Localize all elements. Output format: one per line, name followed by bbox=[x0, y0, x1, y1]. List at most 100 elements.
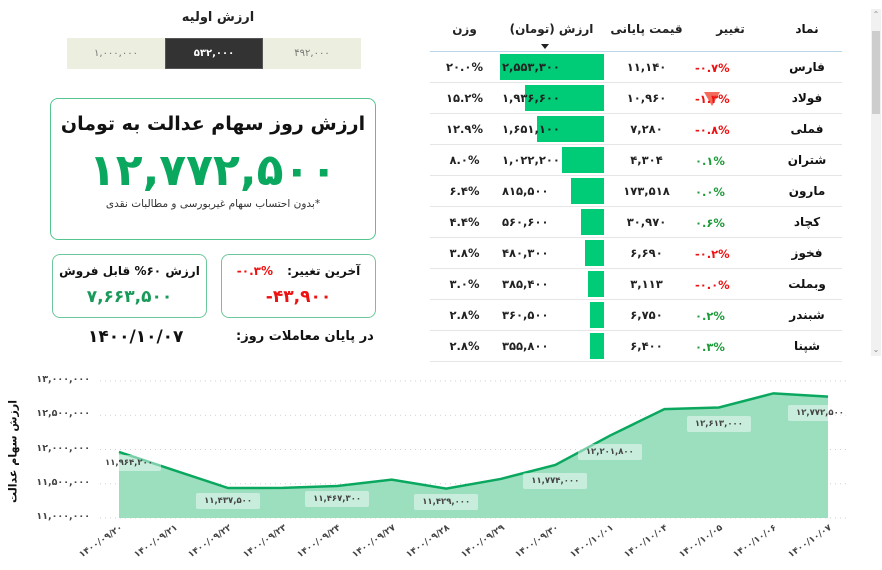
table-row[interactable]: فارس -۰.۷% ۱۱,۱۴۰ ۲,۵۵۳,۳۰۰ ۲۰.۰% bbox=[430, 51, 842, 83]
value-text: ۱,۶۵۱,۱۰۰ bbox=[502, 121, 560, 136]
scroll-up-arrow-icon[interactable]: ⌃ bbox=[872, 10, 880, 19]
cell-symbol: شبندر bbox=[772, 299, 842, 331]
table-row[interactable]: شتران ۰.۱% ۴,۳۰۴ ۱,۰۲۲,۲۰۰ ۸.۰% bbox=[430, 144, 842, 176]
last-change-percent: -۰.۳% bbox=[236, 264, 273, 278]
cell-close-price: ۴,۳۰۴ bbox=[604, 144, 689, 176]
scroll-down-arrow-icon[interactable]: ⌄ bbox=[872, 345, 880, 354]
column-header-weight[interactable]: وزن bbox=[430, 8, 499, 52]
data-point-label: ۱۱,۴۲۹,۰۰۰ bbox=[414, 493, 479, 510]
cell-weight: ۳.۸% bbox=[430, 237, 499, 269]
cell-weight: ۸.۰% bbox=[430, 144, 499, 176]
column-header-value[interactable]: ارزش (تومان) bbox=[499, 8, 604, 52]
initial-value-option-532000[interactable]: ۵۳۲,۰۰۰ bbox=[165, 38, 263, 69]
value-text: ۲,۵۵۳,۳۰۰ bbox=[502, 59, 560, 74]
cell-weight: ۱۵.۲% bbox=[430, 82, 499, 114]
y-tick-label: ۱۳,۰۰۰,۰۰۰ bbox=[36, 374, 90, 385]
change-percent: ۰.۳% bbox=[695, 339, 725, 354]
cell-symbol: شتران bbox=[772, 144, 842, 176]
y-tick-label: ۱۱,۰۰۰,۰۰۰ bbox=[36, 511, 90, 522]
cell-value: ۴۸۰,۳۰۰ bbox=[499, 237, 604, 269]
change-percent: -۰.۰% bbox=[695, 277, 730, 292]
data-point-label: ۱۱,۷۷۴,۰۰۰ bbox=[523, 472, 588, 489]
cell-close-price: ۷,۲۸۰ bbox=[604, 113, 689, 145]
value-bar bbox=[590, 332, 604, 359]
cell-change: -۰.۸% bbox=[689, 113, 772, 145]
cell-value: ۵۶۰,۶۰۰ bbox=[499, 206, 604, 238]
chart-area-fill bbox=[119, 393, 828, 518]
initial-value-title: ارزش اولیه bbox=[181, 10, 255, 25]
cell-close-price: ۶,۶۹۰ bbox=[604, 237, 689, 269]
value-text: ۱,۹۳۶,۶۰۰ bbox=[502, 90, 560, 105]
down-triangle-icon bbox=[704, 91, 720, 106]
initial-value-option-1000000[interactable]: ۱,۰۰۰,۰۰۰ bbox=[67, 38, 165, 69]
holdings-table-container: نماد تغییر قیمت پایانی ارزش (تومان) وزن … bbox=[430, 8, 842, 362]
change-percent: ۰.۰% bbox=[695, 184, 725, 199]
portfolio-value-chart: ارزش سهام عدالت ۱۱,۰۰۰,۰۰۰ ۱۱,۵۰۰,۰۰۰ ۱۲,۰… bbox=[0, 365, 882, 570]
cell-change: ۰.۳% bbox=[689, 330, 772, 362]
column-header-close-price[interactable]: قیمت پایانی bbox=[604, 8, 689, 52]
value-text: ۸۱۵,۵۰۰ bbox=[502, 183, 549, 198]
table-row[interactable]: کچاد ۰.۶% ۳۰,۹۷۰ ۵۶۰,۶۰۰ ۴.۴% bbox=[430, 206, 842, 238]
initial-value-option-492000[interactable]: ۴۹۲,۰۰۰ bbox=[263, 38, 361, 69]
cell-close-price: ۶,۷۵۰ bbox=[604, 299, 689, 331]
value-bar bbox=[590, 301, 604, 328]
data-point-label: ۱۲,۶۱۳,۰۰۰ bbox=[686, 415, 751, 432]
cell-close-price: ۱۷۳,۵۱۸ bbox=[604, 175, 689, 207]
cell-symbol: کچاد bbox=[772, 206, 842, 238]
chart-line bbox=[118, 392, 829, 490]
portfolio-value: ۱۲,۷۷۲,۵۰۰ bbox=[88, 145, 338, 196]
cell-change: -۰.۰% bbox=[689, 268, 772, 300]
change-percent: -۰.۸% bbox=[695, 122, 730, 137]
column-header-change[interactable]: تغییر bbox=[689, 8, 772, 52]
change-percent: -۰.۷% bbox=[695, 60, 730, 75]
change-percent: ۰.۱% bbox=[695, 153, 725, 168]
sellable-value-card: ارزش ۶۰% قابل فروش ۷,۶۶۳,۵۰۰ bbox=[52, 254, 207, 318]
value-bar bbox=[562, 146, 604, 173]
last-change-card: آخرین تغییر: -۰.۳% -۴۳,۹۰۰ bbox=[221, 254, 376, 318]
portfolio-value-card: ارزش روز سهام عدالت به تومان ۱۲,۷۷۲,۵۰۰ … bbox=[50, 98, 376, 240]
cell-symbol: فملی bbox=[772, 113, 842, 145]
portfolio-value-note: *بدون احتساب سهام غیربورسی و مطالبات نقد… bbox=[105, 198, 321, 210]
table-row[interactable]: فولاد -۱.۳% ۱۰,۹۶۰ ۱,۹۳۶,۶۰۰ ۱۵.۲% bbox=[430, 82, 842, 114]
cell-value: ۸۱۵,۵۰۰ bbox=[499, 175, 604, 207]
cell-weight: ۲۰.۰% bbox=[430, 51, 499, 83]
cell-weight: ۲.۸% bbox=[430, 299, 499, 331]
value-bar bbox=[571, 177, 604, 204]
table-row[interactable]: شبندر ۰.۲% ۶,۷۵۰ ۳۶۰,۵۰۰ ۲.۸% bbox=[430, 299, 842, 331]
cell-close-price: ۱۰,۹۶۰ bbox=[604, 82, 689, 114]
table-row[interactable]: وبملت -۰.۰% ۳,۱۱۳ ۳۸۵,۴۰۰ ۳.۰% bbox=[430, 268, 842, 300]
change-percent: ۰.۶% bbox=[695, 215, 725, 230]
change-percent: -۱.۳% bbox=[695, 91, 730, 106]
cell-change: -۰.۲% bbox=[689, 237, 772, 269]
table-row[interactable]: فملی -۰.۸% ۷,۲۸۰ ۱,۶۵۱,۱۰۰ ۱۲.۹% bbox=[430, 113, 842, 145]
value-bar bbox=[537, 115, 604, 142]
cell-symbol: فارس bbox=[772, 51, 842, 83]
table-row[interactable]: مارون ۰.۰% ۱۷۳,۵۱۸ ۸۱۵,۵۰۰ ۶.۴% bbox=[430, 175, 842, 207]
value-bar bbox=[500, 53, 604, 80]
table-row[interactable]: شپنا ۰.۳% ۶,۴۰۰ ۳۵۵,۸۰۰ ۲.۸% bbox=[430, 330, 842, 362]
value-bar bbox=[585, 239, 604, 266]
data-point-label: ۱۲,۷۷۲,۵۰۰ bbox=[788, 404, 852, 421]
cell-close-price: ۱۱,۱۴۰ bbox=[604, 51, 689, 83]
cell-close-price: ۳۰,۹۷۰ bbox=[604, 206, 689, 238]
cell-symbol: شپنا bbox=[772, 330, 842, 362]
cell-weight: ۱۲.۹% bbox=[430, 113, 499, 145]
chart-plot-area bbox=[100, 380, 850, 519]
last-change-header: آخرین تغییر: -۰.۳% bbox=[222, 264, 375, 278]
y-tick-label: ۱۲,۰۰۰,۰۰۰ bbox=[36, 442, 90, 454]
cell-change: ۰.۰% bbox=[689, 175, 772, 207]
scrollbar-thumb[interactable] bbox=[872, 31, 880, 114]
trading-day-date: ۱۴۰۰/۱۰/۰۷ bbox=[88, 327, 184, 347]
cell-close-price: ۳,۱۱۳ bbox=[604, 268, 689, 300]
cell-value: ۳۵۵,۸۰۰ bbox=[499, 330, 604, 362]
data-point-label: ۱۲,۲۰۱,۸۰۰ bbox=[577, 443, 642, 460]
column-header-symbol[interactable]: نماد bbox=[772, 8, 842, 52]
trading-day-label: در پایان معاملات روز: bbox=[236, 329, 374, 344]
table-row[interactable]: فخوز -۰.۲% ۶,۶۹۰ ۴۸۰,۳۰۰ ۳.۸% bbox=[430, 237, 842, 269]
cell-value: ۳۶۰,۵۰۰ bbox=[499, 299, 604, 331]
table-scrollbar[interactable]: ⌃ ⌄ bbox=[871, 9, 881, 356]
last-change-value: -۴۳,۹۰۰ bbox=[265, 287, 332, 307]
cell-value: ۱,۰۲۲,۲۰۰ bbox=[499, 144, 604, 176]
cell-weight: ۴.۴% bbox=[430, 206, 499, 238]
cell-symbol: مارون bbox=[772, 175, 842, 207]
